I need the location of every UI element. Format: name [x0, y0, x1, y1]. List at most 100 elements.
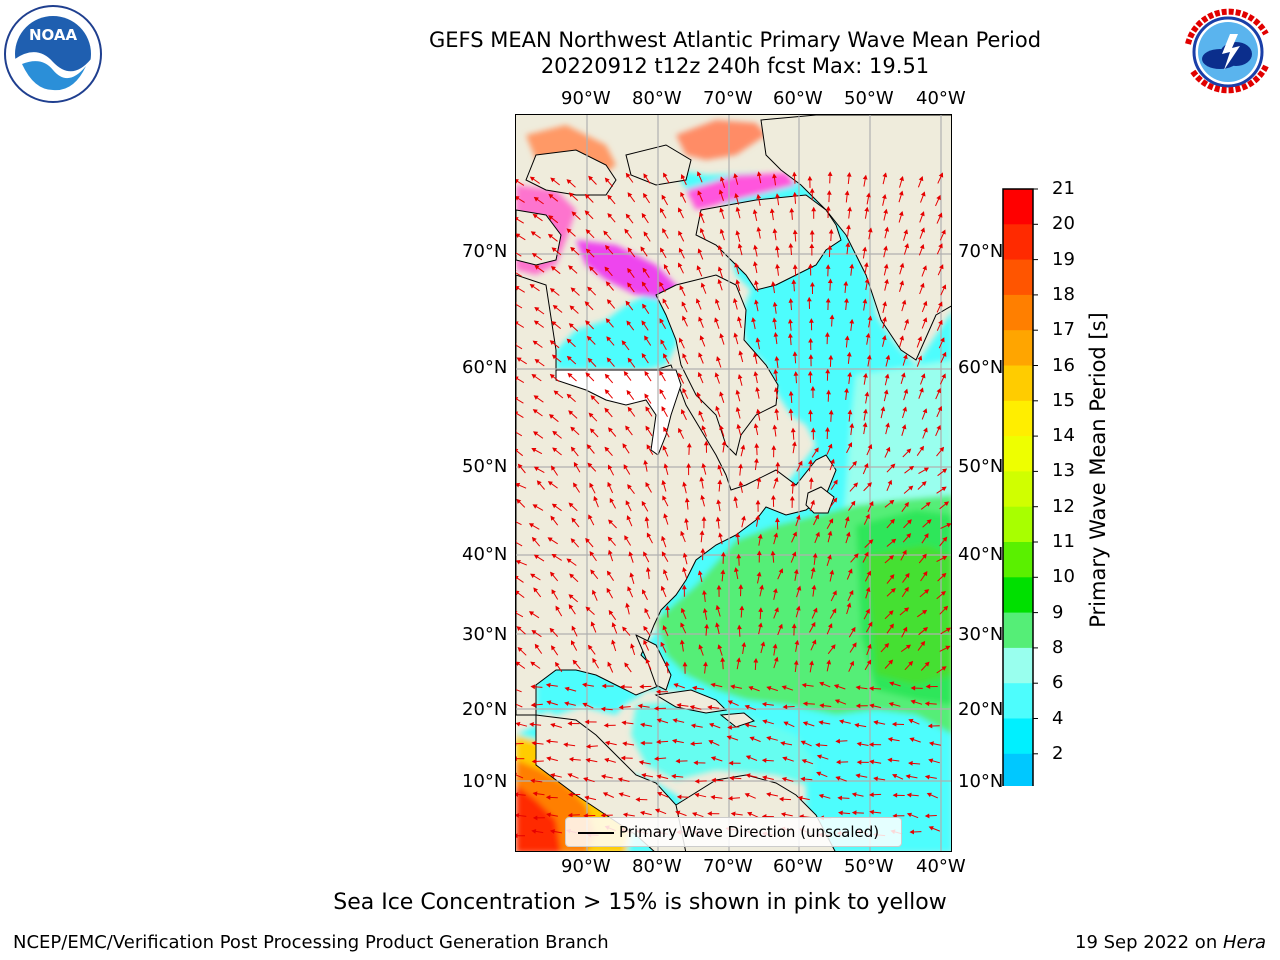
direction-arrow-head: [809, 660, 814, 666]
lon-tick-top: 50°W: [844, 88, 894, 109]
direction-arrow-head: [588, 514, 593, 520]
lon-tick-top: 90°W: [561, 88, 611, 109]
direction-arrow-head: [941, 229, 946, 235]
lat-tick-left: 30°N: [462, 624, 508, 645]
direction-arrow-head: [600, 774, 606, 780]
direction-arrow-head: [566, 558, 572, 564]
direction-arrow-head: [573, 482, 578, 488]
direction-arrow-head: [756, 226, 762, 232]
direction-arrow-head: [940, 591, 946, 596]
direction-arrow-head: [589, 551, 595, 557]
direction-arrow-head: [772, 173, 777, 179]
direction-arrow-head: [830, 644, 836, 650]
direction-arrow-head: [607, 213, 613, 219]
machine-name: Hera: [1222, 932, 1266, 953]
direction-arrow-head: [564, 686, 570, 692]
direction-arrow-head: [788, 298, 794, 303]
direction-arrow-head: [882, 301, 888, 307]
direction-arrow-head: [865, 513, 870, 520]
direction-arrow-head: [889, 499, 895, 505]
direction-arrow-head: [869, 742, 874, 748]
direction-arrow-head: [867, 315, 873, 321]
direction-arrow-head: [552, 447, 558, 453]
direction-arrow-head: [745, 755, 751, 760]
colorbar: [1002, 188, 1038, 786]
direction-arrow-head: [796, 585, 802, 591]
direction-arrow-head: [625, 300, 631, 306]
direction-arrow-head: [717, 278, 723, 285]
direction-arrow-head: [676, 702, 682, 708]
direction-arrow-head: [530, 778, 536, 784]
direction-arrow-head: [737, 624, 742, 630]
direction-arrow-head: [570, 426, 576, 432]
direction-arrow-head: [790, 481, 796, 487]
direction-arrow-head: [906, 812, 912, 818]
direction-arrow-head: [868, 539, 874, 545]
direction-arrow-head: [714, 317, 719, 323]
direction-arrow-head: [592, 657, 597, 664]
direction-arrow-head: [754, 299, 759, 305]
date-text: 19 Sep 2022 on: [1075, 932, 1223, 953]
direction-arrow-head: [516, 611, 518, 614]
direction-arrow-head: [885, 422, 890, 428]
direction-arrow-head: [826, 659, 832, 665]
direction-arrow-head: [516, 448, 519, 453]
direction-arrow-head: [941, 351, 947, 357]
direction-arrow-head: [694, 778, 700, 784]
direction-arrow-head: [681, 301, 687, 307]
direction-arrow-head: [772, 643, 778, 649]
direction-arrow-head: [516, 792, 519, 797]
direction-arrow-head: [566, 179, 572, 185]
direction-arrow-head: [831, 608, 837, 614]
direction-arrow-head: [814, 514, 819, 520]
direction-arrow-head: [899, 280, 905, 286]
direction-arrow-head: [730, 811, 736, 817]
direction-arrow-head: [717, 244, 723, 251]
direction-arrow-head: [795, 514, 801, 520]
direction-arrow-head: [719, 207, 725, 213]
direction-arrow-head: [755, 499, 761, 505]
direction-arrow-head: [941, 284, 947, 290]
direction-arrow-head: [570, 246, 576, 252]
direction-arrow-head: [552, 430, 558, 436]
colorbar-segment: [1003, 542, 1033, 578]
direction-arrow-head: [662, 625, 668, 631]
direction-arrow-head: [741, 515, 746, 521]
direction-arrow-head: [881, 335, 887, 341]
colorbar-tick-label: 19: [1052, 248, 1075, 270]
direction-arrow-head: [585, 248, 591, 254]
direction-arrow-head: [775, 461, 781, 467]
lat-tick-right: 30°N: [958, 624, 1004, 645]
direction-arrow-head: [834, 699, 840, 704]
direction-arrow-head: [937, 405, 943, 412]
direction-arrow-head: [604, 446, 610, 452]
colorbar-tick-label: 2: [1052, 742, 1064, 764]
direction-arrow-head: [729, 775, 734, 781]
direction-arrow-head: [600, 812, 606, 818]
direction-arrow-head: [717, 266, 723, 272]
direction-arrow-head: [534, 643, 540, 649]
direction-arrow-head: [641, 589, 647, 595]
direction-arrow-head: [516, 286, 520, 291]
direction-arrow-head: [551, 553, 557, 559]
direction-arrow-head: [517, 463, 523, 469]
direction-arrow-head: [589, 266, 594, 272]
direction-arrow-head: [928, 741, 934, 747]
direction-arrow-head: [621, 720, 627, 726]
direction-arrow-head: [919, 445, 925, 451]
direction-arrow-head: [827, 530, 833, 536]
colorbar-tick-label: 6: [1052, 672, 1064, 694]
direction-arrow-head: [680, 530, 685, 536]
direction-arrow-head: [586, 335, 592, 341]
colorbar-segment: [1003, 189, 1033, 225]
direction-arrow-head: [680, 174, 686, 180]
direction-arrow-head: [880, 406, 886, 412]
direction-arrow-head: [882, 172, 888, 178]
direction-arrow-head: [940, 337, 945, 343]
direction-arrow-head: [783, 721, 789, 726]
direction-arrow-head: [865, 586, 871, 592]
direction-arrow-head: [761, 757, 767, 763]
direction-arrow-head: [809, 281, 815, 287]
direction-arrow-head: [585, 744, 591, 749]
colorbar-segment: [1003, 577, 1033, 614]
